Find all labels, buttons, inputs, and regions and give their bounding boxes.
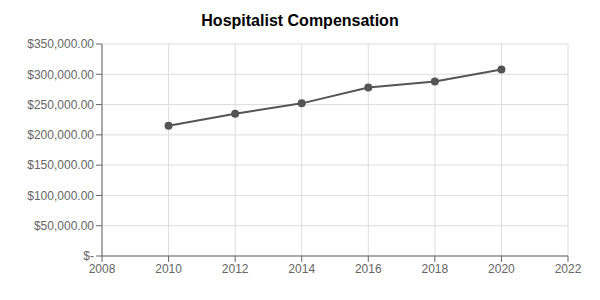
svg-text:2010: 2010 bbox=[155, 262, 182, 276]
svg-text:2018: 2018 bbox=[422, 262, 449, 276]
svg-text:2014: 2014 bbox=[288, 262, 315, 276]
svg-text:2020: 2020 bbox=[488, 262, 515, 276]
svg-text:$100,000.00: $100,000.00 bbox=[27, 189, 94, 203]
svg-text:$150,000.00: $150,000.00 bbox=[27, 158, 94, 172]
svg-text:2008: 2008 bbox=[89, 262, 116, 276]
svg-text:$-: $- bbox=[83, 249, 94, 263]
svg-text:2012: 2012 bbox=[222, 262, 249, 276]
svg-text:$50,000.00: $50,000.00 bbox=[34, 219, 94, 233]
svg-text:2022: 2022 bbox=[555, 262, 582, 276]
html-text:Hospitalist Compensation: Hospitalist Compensation bbox=[201, 12, 399, 29]
svg-text:$250,000.00: $250,000.00 bbox=[27, 98, 94, 112]
svg-text:2016: 2016 bbox=[355, 262, 382, 276]
svg-text:$300,000.00: $300,000.00 bbox=[27, 68, 94, 82]
svg-text:$350,000.00: $350,000.00 bbox=[27, 37, 94, 51]
svg-text:$200,000.00: $200,000.00 bbox=[27, 128, 94, 142]
